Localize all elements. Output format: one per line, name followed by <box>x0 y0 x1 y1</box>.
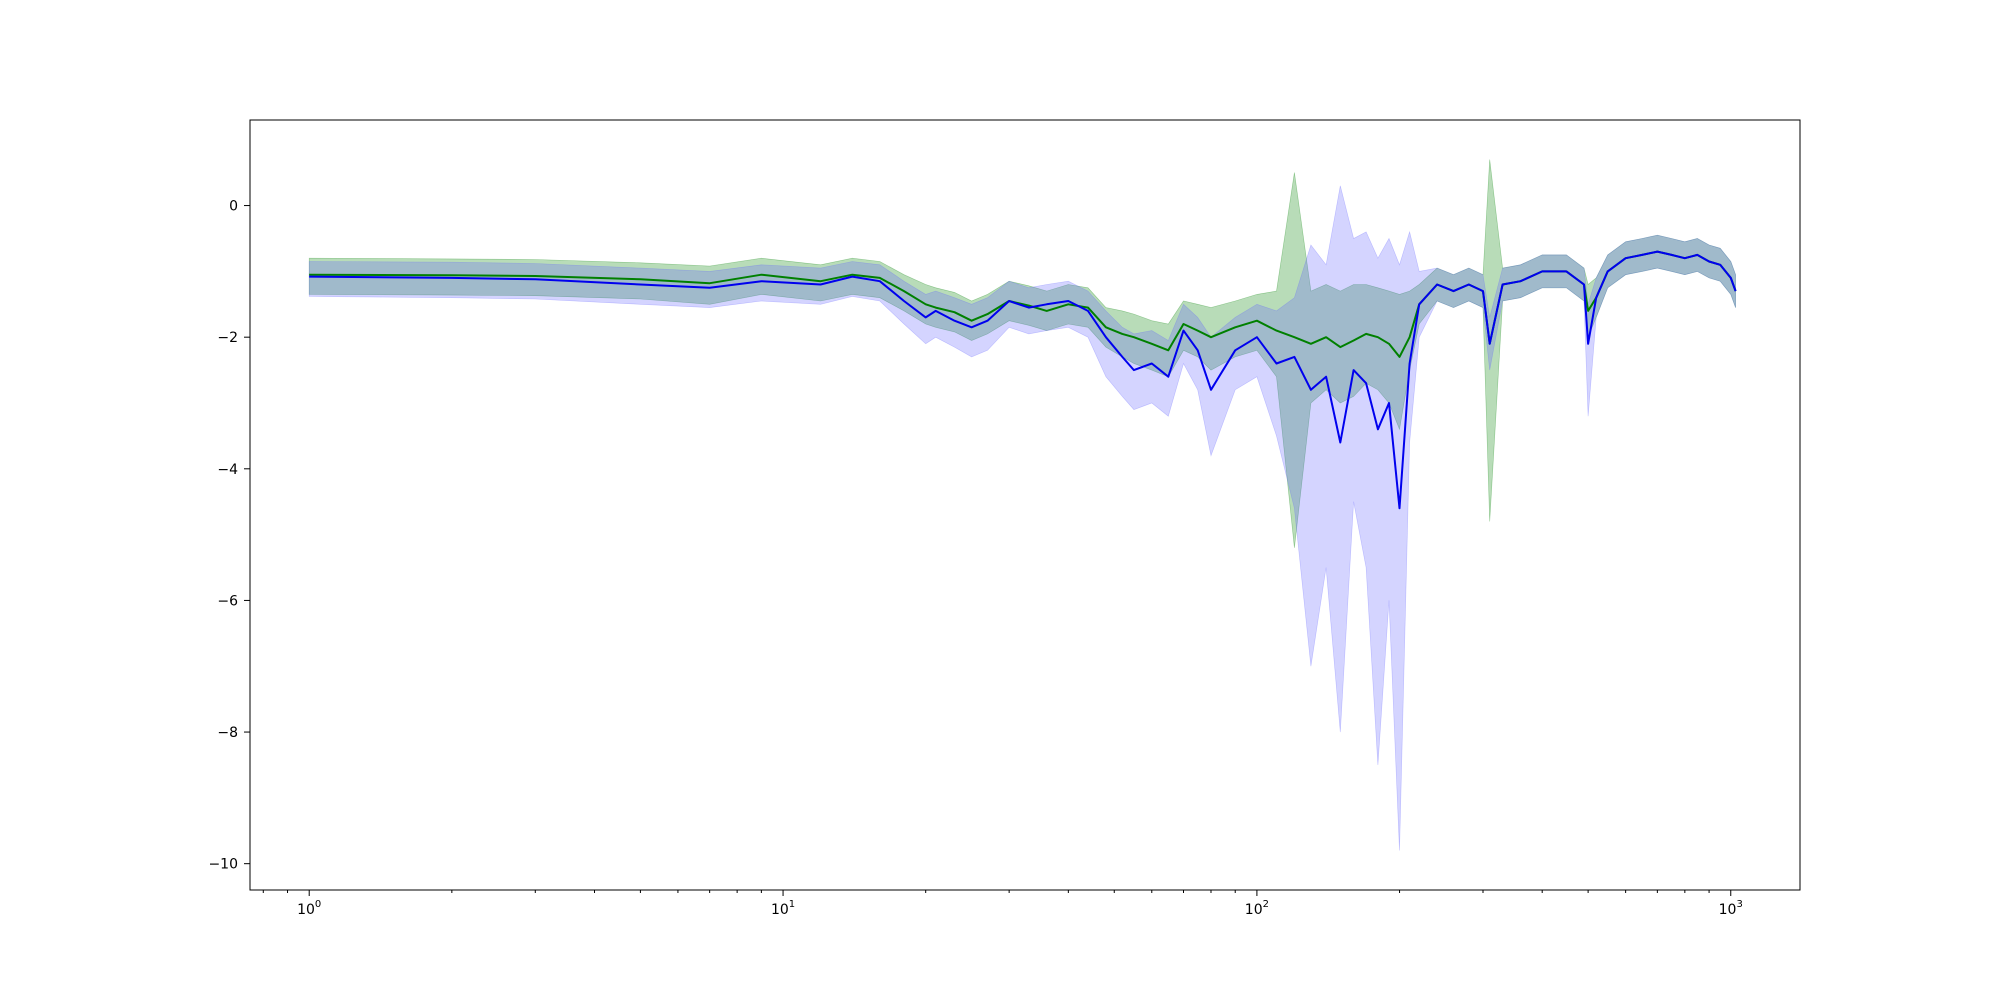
series-1-line <box>309 250 1737 510</box>
series-1-band <box>308 185 1736 851</box>
x-tick-exponent: 3 <box>1736 899 1742 910</box>
y-tick-label: 0 <box>229 199 238 215</box>
y-axis: 0 −2 −4 −6 −8 −10 <box>208 199 250 873</box>
x-tick-base: 10 <box>771 902 789 918</box>
confidence-bands <box>308 159 1736 851</box>
x-tick-exponent: 2 <box>1263 899 1269 910</box>
x-tick-label: 103 <box>1719 899 1743 918</box>
x-tick-exponent: 1 <box>789 899 795 910</box>
x-tick-label: 100 <box>297 899 321 918</box>
y-tick-label: −2 <box>217 330 238 346</box>
x-tick-base: 10 <box>1719 902 1737 918</box>
x-tick-base: 10 <box>1245 902 1263 918</box>
y-tick-label: −6 <box>217 593 238 609</box>
x-tick-label: 102 <box>1245 899 1269 918</box>
x-tick-label: 101 <box>771 899 795 918</box>
y-tick-label: −8 <box>217 725 238 741</box>
x-tick-base: 10 <box>297 902 315 918</box>
plot-frame <box>249 119 1801 891</box>
y-tick-label: −4 <box>217 462 238 478</box>
x-axis: 100 101 102 103 <box>262 890 1743 918</box>
x-tick-exponent: 0 <box>315 899 321 910</box>
series-0-band <box>308 159 1736 548</box>
y-tick-label: −10 <box>208 857 238 873</box>
series-lines <box>309 250 1737 510</box>
